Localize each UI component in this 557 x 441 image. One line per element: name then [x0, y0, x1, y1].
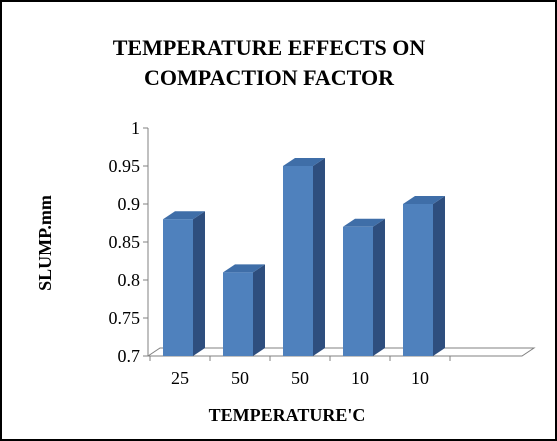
bar-top-face: [403, 196, 445, 204]
bar-top-face: [163, 211, 205, 220]
y-tick-label: 0.9: [118, 194, 141, 214]
y-tick-labels: 0.7 0.75 0.8 0.85 0.9 0.95 1: [109, 118, 141, 366]
plot-floor: [146, 347, 536, 357]
x-tick-label: 50: [231, 368, 249, 388]
y-axis-title: SLUMP.mm: [35, 195, 55, 291]
x-tick-label: 10: [411, 368, 429, 388]
y-tick-label: 0.75: [109, 308, 141, 328]
chart-floor: [146, 347, 536, 357]
y-tick-label: 0.8: [118, 270, 141, 290]
x-axis-title: TEMPERATURE'C: [209, 405, 366, 425]
bar-side-face: [193, 211, 205, 356]
bar-front-face: [343, 226, 373, 356]
axes: [143, 127, 522, 361]
bar: [163, 211, 205, 356]
chart-title-line-2: COMPACTION FACTOR: [144, 65, 395, 90]
bar-top-face: [343, 218, 385, 227]
bar-side-face: [253, 264, 265, 356]
x-tick-label: 25: [171, 368, 189, 388]
bar: [283, 158, 325, 356]
y-tick-label: 0.95: [109, 156, 141, 176]
bar-top-face: [223, 264, 265, 273]
x-tick-label: 10: [351, 368, 369, 388]
bar: [223, 264, 265, 356]
bar-side-face: [373, 218, 385, 356]
bar-front-face: [403, 204, 433, 356]
bar: [343, 218, 385, 356]
x-tick-label: 50: [291, 368, 309, 388]
bar-side-face: [313, 158, 325, 356]
y-tick-label: 0.85: [109, 232, 141, 252]
bar: [403, 196, 445, 356]
bar-front-face: [223, 272, 253, 356]
y-tick-label: 0.7: [118, 346, 141, 366]
x-tick-labels: 25 50 50 10 10: [171, 368, 429, 388]
bar-front-face: [283, 166, 313, 356]
bar-top-face: [283, 158, 325, 166]
y-tick-label: 1: [131, 118, 140, 138]
bar-side-face: [433, 196, 445, 356]
bar-front-face: [163, 219, 193, 356]
chart-title-line-1: TEMPERATURE EFFECTS ON: [113, 35, 426, 60]
bars: [163, 158, 445, 356]
